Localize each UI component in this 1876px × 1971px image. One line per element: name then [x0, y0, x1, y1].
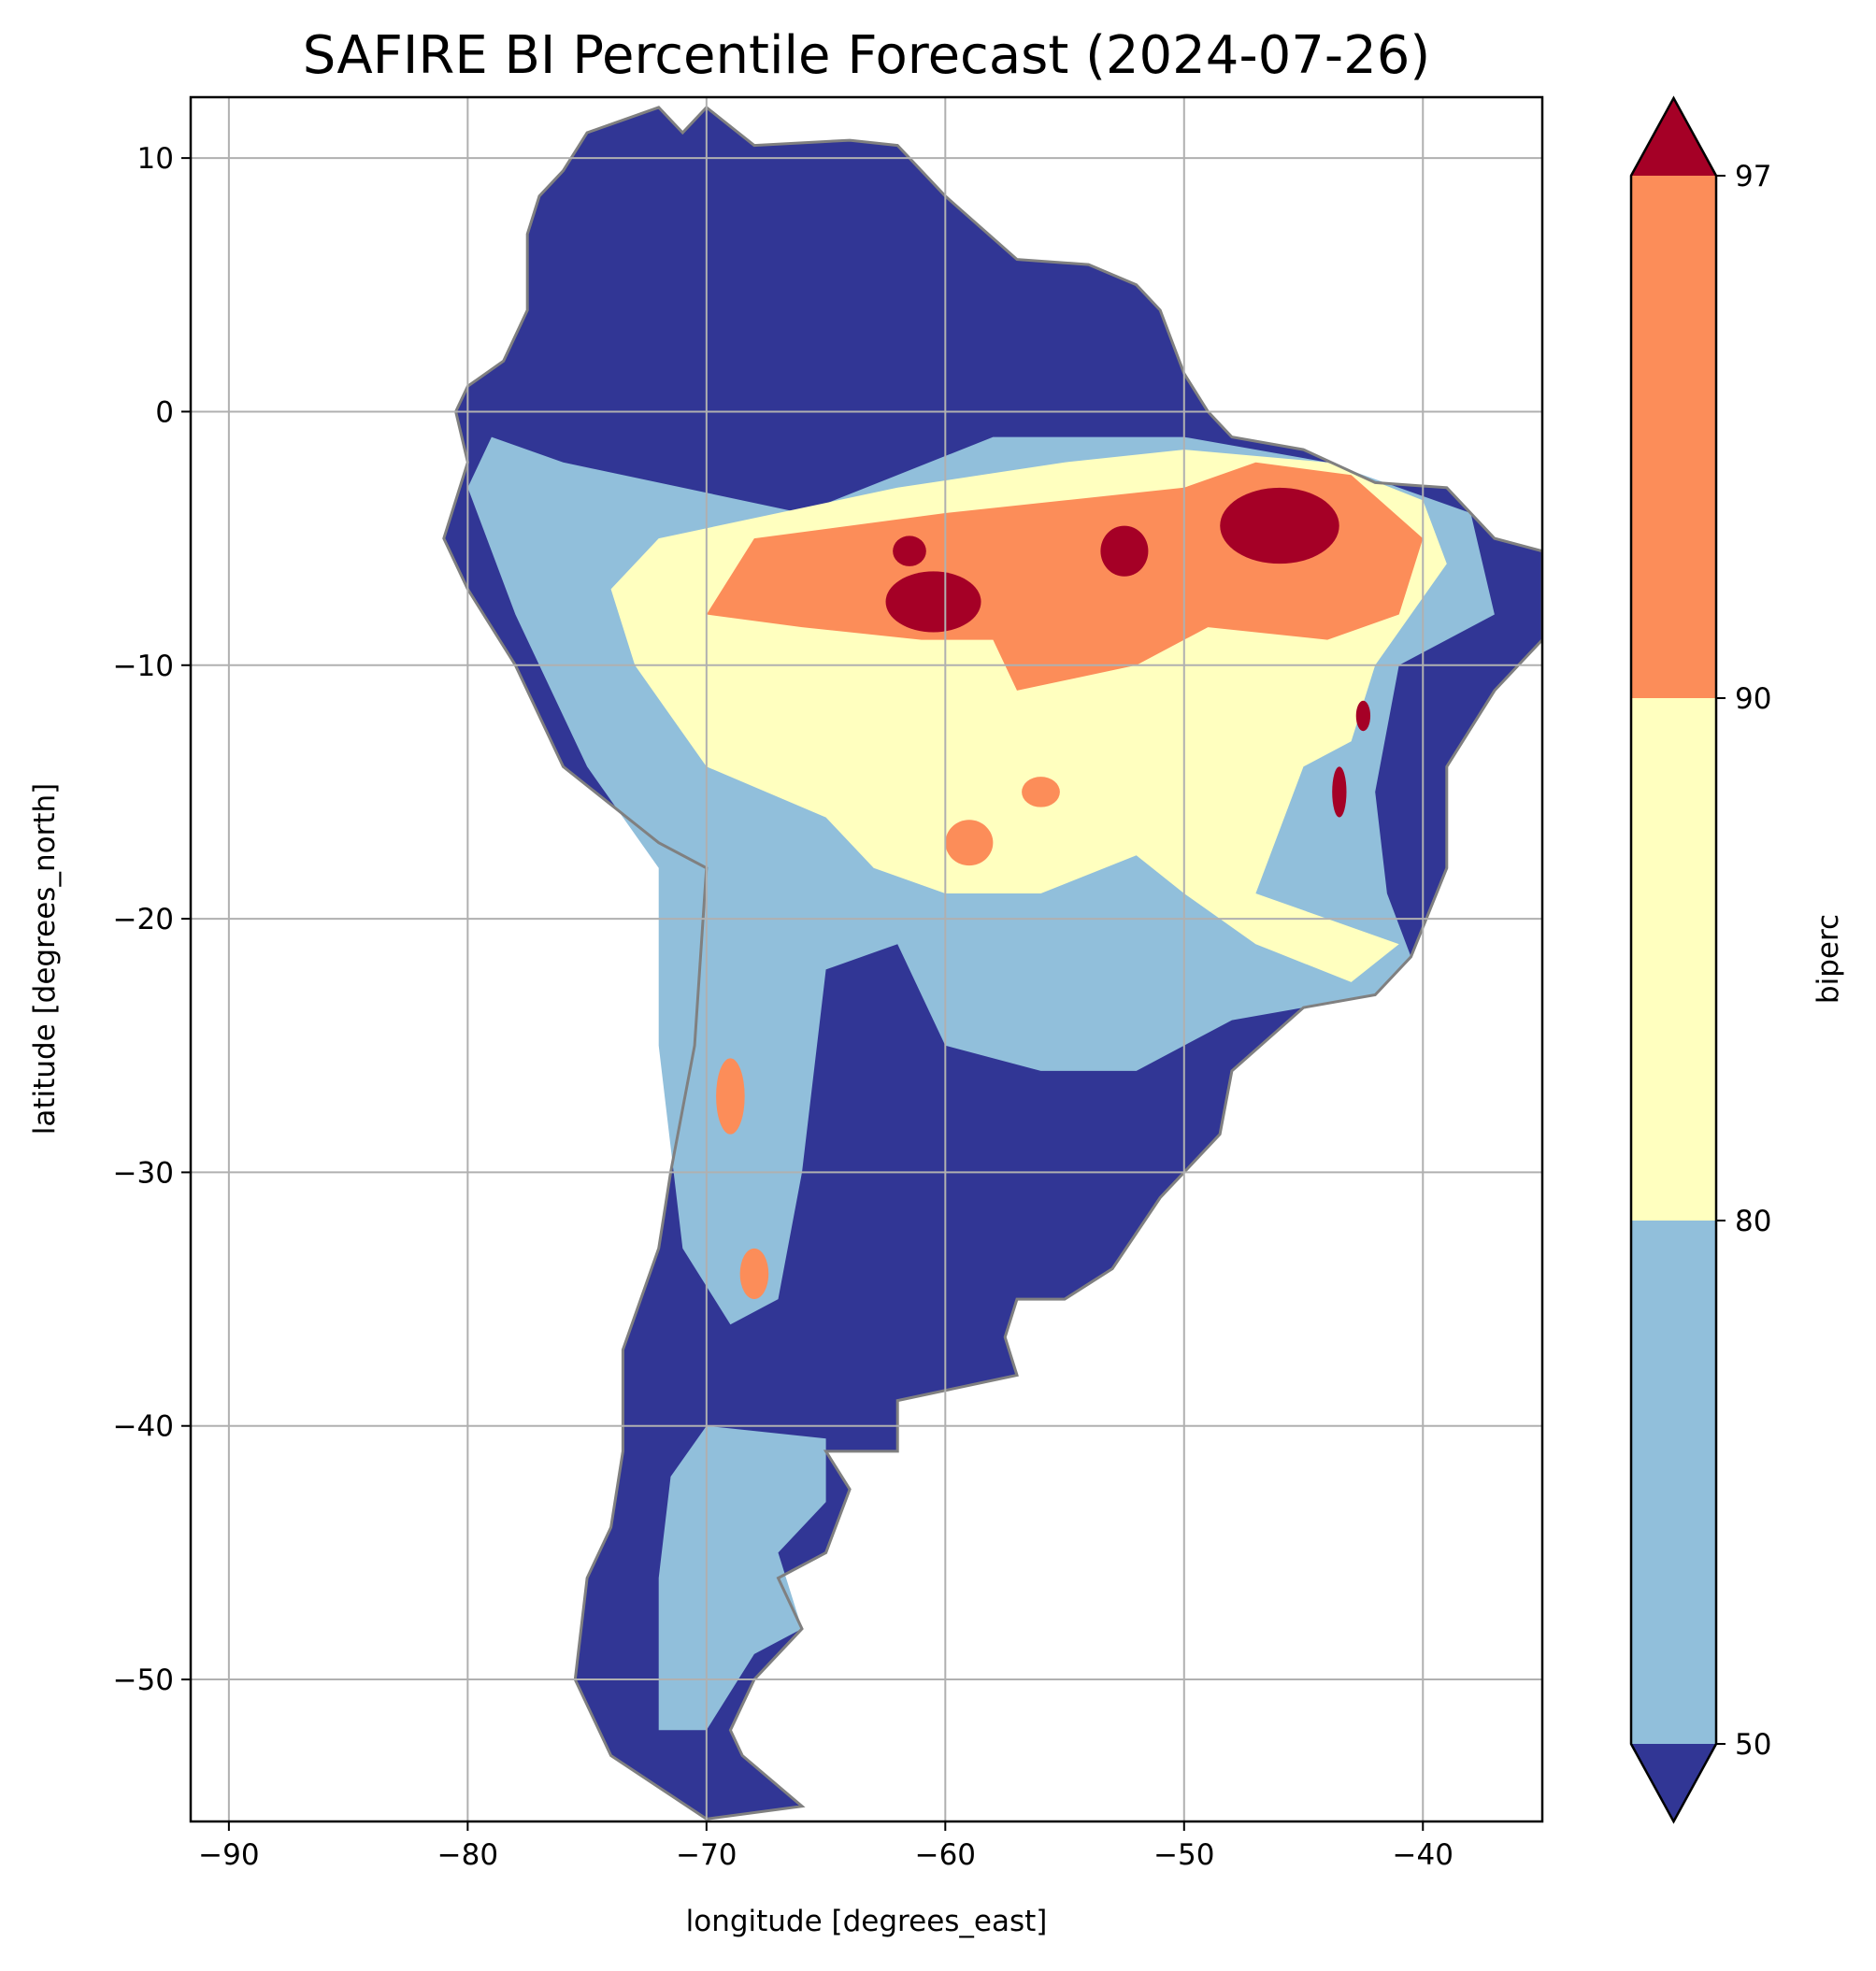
x-tick-label: −40	[1393, 1838, 1454, 1872]
region-90-97-patch	[945, 820, 994, 866]
coastline-border	[442, 105, 1542, 1821]
colorbar: 50 80 90 97	[1629, 95, 1771, 1824]
colorbar-tick-label: 90	[1735, 682, 1771, 716]
y-tick-label: −50	[113, 1664, 174, 1697]
colorbar-tick-label: 80	[1735, 1205, 1771, 1238]
colorbar-segment-50-80	[1631, 1221, 1716, 1744]
region-above-97	[885, 571, 981, 633]
colorbar-label: biperc	[1812, 914, 1845, 1004]
y-axis: 10 0 −10 −20 −30 −40 −50	[113, 142, 191, 1697]
x-tick-label: −70	[676, 1838, 737, 1872]
colorbar-tick-label: 50	[1735, 1728, 1771, 1762]
y-tick-label: −30	[113, 1156, 174, 1190]
region-above-97	[1100, 525, 1149, 577]
region-90-97-patch	[716, 1058, 745, 1135]
y-tick-label: 0	[155, 395, 174, 429]
x-axis: −90 −80 −70 −60 −50 −40	[198, 1821, 1454, 1872]
region-above-97	[893, 536, 926, 566]
region-50-80-patagonia	[658, 1425, 826, 1731]
map-layer	[442, 105, 1542, 1821]
region-above-97	[1355, 700, 1371, 732]
x-tick-label: −80	[437, 1838, 498, 1872]
colorbar-extend-top	[1631, 98, 1716, 176]
x-tick-label: −60	[915, 1838, 976, 1872]
y-tick-label: −40	[113, 1410, 174, 1444]
colorbar-extend-bottom	[1631, 1744, 1716, 1821]
y-tick-label: 10	[137, 142, 174, 176]
gridlines	[191, 97, 1542, 1821]
region-above-97	[1220, 487, 1339, 564]
x-tick-label: −90	[198, 1838, 259, 1872]
y-tick-label: −20	[113, 903, 174, 936]
x-tick-label: −50	[1153, 1838, 1214, 1872]
region-90-97-patch	[739, 1248, 769, 1300]
x-axis-label: longitude [degrees_east]	[686, 1905, 1048, 1938]
colorbar-tick-label: 97	[1735, 160, 1771, 193]
chart-title: SAFIRE BI Percentile Forecast (2024-07-2…	[303, 25, 1430, 86]
region-90-97-patch	[1022, 777, 1060, 807]
axes-frame	[189, 95, 1544, 1823]
y-tick-label: −10	[113, 650, 174, 683]
colorbar-segment-80-90	[1631, 698, 1716, 1221]
region-above-97	[1332, 766, 1347, 818]
colorbar-segment-90-97	[1631, 176, 1716, 698]
y-axis-label: latitude [degrees_north]	[28, 783, 62, 1135]
